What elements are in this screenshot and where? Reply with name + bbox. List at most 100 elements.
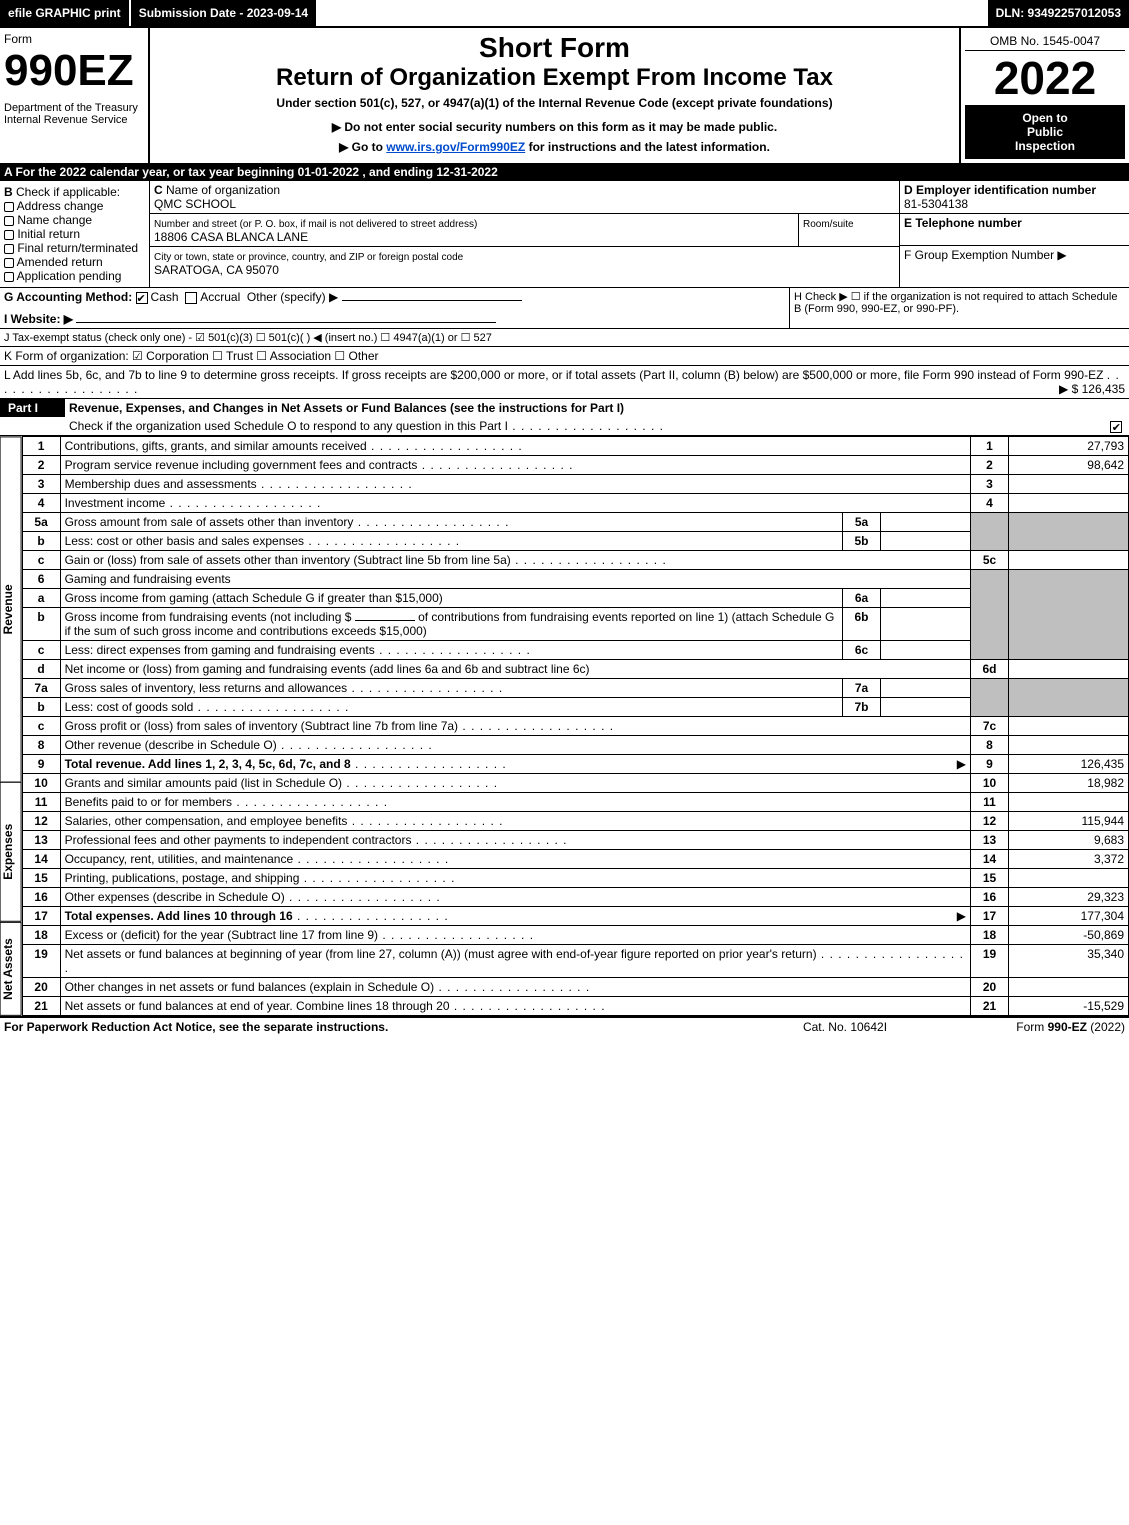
- ln-4-a: [1009, 494, 1129, 513]
- ln-6c-val[interactable]: [881, 641, 971, 660]
- c-city-row: City or town, state or province, country…: [150, 247, 899, 279]
- grey-5b: [1009, 513, 1129, 551]
- sidebar-expenses: Expenses: [0, 782, 22, 922]
- ln-17-rn: 17: [971, 907, 1009, 926]
- main-title: Return of Organization Exempt From Incom…: [158, 64, 951, 92]
- ln-10-rn: 10: [971, 774, 1009, 793]
- ein: 81-5304138: [904, 197, 968, 211]
- ln-6d-t: Net income or (loss) from gaming and fun…: [60, 660, 970, 679]
- ln-5b-t: Less: cost or other basis and sales expe…: [60, 532, 842, 551]
- schedule-o-checkbox[interactable]: [1110, 421, 1122, 433]
- accrual-checkbox[interactable]: [185, 292, 197, 304]
- lines-container: Revenue Expenses Net Assets 1Contributio…: [0, 436, 1129, 1016]
- table-row: aGross income from gaming (attach Schedu…: [22, 589, 1128, 608]
- ln-6b-n: b: [22, 608, 60, 641]
- b-opt-address: Address change: [17, 199, 104, 213]
- ln-20-n: 20: [22, 978, 60, 997]
- goto-post: for instructions and the latest informat…: [525, 140, 770, 154]
- ln-13-a: 9,683: [1009, 831, 1129, 850]
- b-item-4[interactable]: Amended return: [4, 255, 145, 269]
- i-label: I Website: ▶: [4, 312, 73, 326]
- footer-right: Form 990-EZ (2022): [945, 1020, 1125, 1034]
- ln-7c-a: [1009, 717, 1129, 736]
- part1-check-row: Check if the organization used Schedule …: [0, 417, 1129, 436]
- line-i: I Website: ▶: [4, 312, 785, 326]
- ln-3-rn: 3: [971, 475, 1009, 494]
- g-accrual: Accrual: [200, 290, 240, 304]
- ln-7c-t: Gross profit or (loss) from sales of inv…: [60, 717, 970, 736]
- b-item-0[interactable]: Address change: [4, 199, 145, 213]
- ln-6a-val[interactable]: [881, 589, 971, 608]
- website-blank[interactable]: [76, 322, 496, 323]
- ln-13-rn: 13: [971, 831, 1009, 850]
- ln-16-a: 29,323: [1009, 888, 1129, 907]
- box-b: B Check if applicable: Address change Na…: [0, 181, 150, 287]
- ln-1-a: 27,793: [1009, 437, 1129, 456]
- page-footer: For Paperwork Reduction Act Notice, see …: [0, 1016, 1129, 1036]
- ln-2-t: Program service revenue including govern…: [60, 456, 970, 475]
- table-row: dNet income or (loss) from gaming and fu…: [22, 660, 1128, 679]
- line-k: K Form of organization: ☑ Corporation ☐ …: [0, 347, 1129, 366]
- table-row: 11Benefits paid to or for members11: [22, 793, 1128, 812]
- ln-17-t: Total expenses. Add lines 10 through 16 …: [60, 907, 970, 926]
- header-center: Short Form Return of Organization Exempt…: [150, 28, 959, 163]
- table-row: bLess: cost or other basis and sales exp…: [22, 532, 1128, 551]
- ln-3-a: [1009, 475, 1129, 494]
- table-row: 9Total revenue. Add lines 1, 2, 3, 4, 5c…: [22, 755, 1128, 774]
- submission-date: Submission Date - 2023-09-14: [131, 0, 316, 26]
- line-j: J Tax-exempt status (check only one) - ☑…: [0, 329, 1129, 347]
- table-row: 10Grants and similar amounts paid (list …: [22, 774, 1128, 793]
- b-item-5[interactable]: Application pending: [4, 269, 145, 283]
- ln-19-n: 19: [22, 945, 60, 978]
- efile-label: efile GRAPHIC print: [0, 0, 129, 26]
- ln-18-a: -50,869: [1009, 926, 1129, 945]
- b-item-1[interactable]: Name change: [4, 213, 145, 227]
- street-value: 18806 CASA BLANCA LANE: [154, 230, 308, 244]
- ln-7b-val[interactable]: [881, 698, 971, 717]
- ln-6a-n: a: [22, 589, 60, 608]
- ln-12-n: 12: [22, 812, 60, 831]
- b-letter: B: [4, 185, 13, 199]
- b-item-3[interactable]: Final return/terminated: [4, 241, 145, 255]
- footer-mid: Cat. No. 10642I: [745, 1020, 945, 1034]
- room-label: Room/suite: [803, 219, 854, 230]
- box-f: F Group Exemption Number ▶: [900, 246, 1129, 264]
- 6b-blank[interactable]: [355, 620, 415, 621]
- ln-1-n: 1: [22, 437, 60, 456]
- ln-16-t: Other expenses (describe in Schedule O): [60, 888, 970, 907]
- ln-7a-val[interactable]: [881, 679, 971, 698]
- b-opt-amended: Amended return: [17, 255, 103, 269]
- ln-21-rn: 21: [971, 997, 1009, 1016]
- ln-15-n: 15: [22, 869, 60, 888]
- b-opt-pending: Application pending: [17, 269, 122, 283]
- sidebar-revenue: Revenue: [0, 436, 22, 782]
- b-item-2[interactable]: Initial return: [4, 227, 145, 241]
- ln-6d-n: d: [22, 660, 60, 679]
- g-label: G Accounting Method:: [4, 290, 132, 304]
- irs-link[interactable]: www.irs.gov/Form990EZ: [386, 140, 525, 154]
- table-row: cGross profit or (loss) from sales of in…: [22, 717, 1128, 736]
- ln-5b-val[interactable]: [881, 532, 971, 551]
- ln-14-rn: 14: [971, 850, 1009, 869]
- ln-10-a: 18,982: [1009, 774, 1129, 793]
- table-row: 13Professional fees and other payments t…: [22, 831, 1128, 850]
- ln-7b-t: Less: cost of goods sold: [60, 698, 842, 717]
- ln-21-t: Net assets or fund balances at end of ye…: [60, 997, 970, 1016]
- ln-6a-mid: 6a: [843, 589, 881, 608]
- bcd-block: B Check if applicable: Address change Na…: [0, 181, 1129, 288]
- grey-6: [971, 570, 1009, 660]
- sidebar-netassets: Net Assets: [0, 922, 22, 1016]
- street-label: Number and street (or P. O. box, if mail…: [154, 219, 477, 230]
- ln-8-n: 8: [22, 736, 60, 755]
- cash-checkbox[interactable]: [136, 292, 148, 304]
- irs-label: Internal Revenue Service: [4, 114, 144, 126]
- c-street-row: Number and street (or P. O. box, if mail…: [150, 214, 899, 247]
- ln-9-rn: 9: [971, 755, 1009, 774]
- ln-9-t: Total revenue. Add lines 1, 2, 3, 4, 5c,…: [60, 755, 970, 774]
- g-other-blank[interactable]: [342, 300, 522, 301]
- ln-21-a: -15,529: [1009, 997, 1129, 1016]
- ln-5a-val[interactable]: [881, 513, 971, 532]
- c-name-row: C Name of organization QMC SCHOOL: [150, 181, 899, 214]
- ln-6b-val[interactable]: [881, 608, 971, 641]
- ln-5c-a: [1009, 551, 1129, 570]
